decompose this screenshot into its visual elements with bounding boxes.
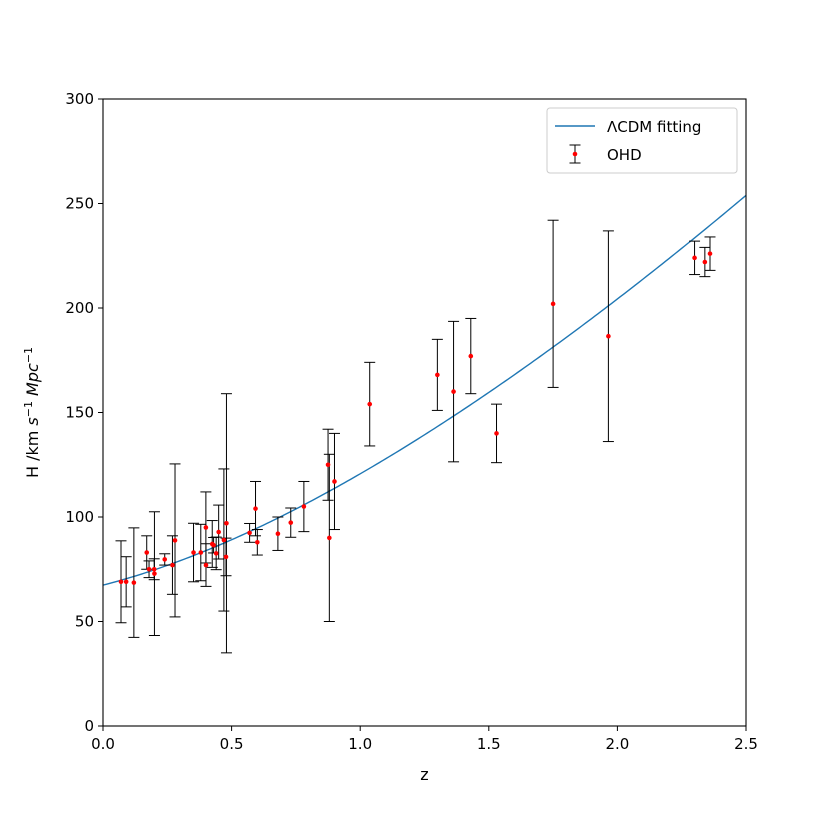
ohd-point [253, 506, 258, 511]
x-tick-label: 0.5 [220, 735, 244, 753]
legend: ΛCDM fitting OHD [546, 107, 738, 174]
errorbar-layer [115, 219, 716, 654]
ohd-point [707, 251, 713, 256]
ohd-point [151, 566, 157, 572]
ohd-point [216, 529, 221, 535]
y-axis-label: H /km s−1 Mpc−1 [22, 347, 42, 478]
fit-layer [102, 194, 747, 586]
ohd-point [224, 520, 229, 526]
ohd-point [170, 562, 175, 568]
ohd-point [221, 537, 227, 543]
ohd-point [255, 539, 260, 545]
ohd-point [198, 550, 204, 555]
ohd-point [146, 566, 152, 572]
y-label-prefix: H /km [23, 426, 42, 478]
ohd-point [144, 550, 150, 555]
ohd-point [367, 401, 373, 407]
ohd-point [606, 333, 611, 339]
x-tick-label: 1.5 [477, 735, 501, 753]
legend-ohd-point [572, 151, 578, 157]
legend-ohd-swatch [569, 144, 581, 164]
ohd-point [123, 579, 129, 585]
y-tick-label: 250 [65, 195, 94, 213]
ohd-point [211, 542, 216, 548]
ohd-point [702, 259, 708, 265]
x-tick-label: 0.0 [91, 735, 115, 753]
y-tick-label: 0 [84, 717, 94, 735]
legend-fit-label: ΛCDM fitting [607, 118, 701, 136]
ohd-point [152, 571, 157, 576]
x-axis-label: z [420, 765, 428, 784]
y-label-s: s [23, 417, 42, 425]
legend-ohd-label: OHD [607, 146, 642, 164]
fit-curve [102, 194, 747, 586]
y-label-mpc-exponent: −1 [22, 347, 35, 363]
ohd-point [162, 557, 168, 562]
ohd-point [494, 431, 499, 436]
ohd-point [327, 535, 332, 541]
ohd-point [325, 462, 331, 468]
y-tick-label: 300 [65, 90, 94, 108]
y-tick-label: 200 [65, 299, 94, 317]
y-tick-label: 50 [75, 613, 94, 631]
ohd-point [203, 525, 209, 530]
y-tick-label: 150 [65, 404, 94, 422]
ohd-point [131, 580, 137, 585]
ohd-point [435, 372, 440, 378]
tick-layer: 0.0 0.5 1.0 1.5 2.0 2.5 0 50 100 150 200 250 300 [65, 90, 758, 753]
plot-frame [102, 98, 747, 727]
ohd-point [247, 530, 252, 536]
ohd-point [451, 389, 456, 394]
x-tick-label: 1.0 [348, 735, 372, 753]
ohd-point [301, 504, 307, 509]
ohd-point [692, 255, 697, 261]
ohd-point [332, 479, 337, 484]
ohd-point [275, 531, 281, 537]
y-tick-label: 100 [65, 508, 94, 526]
ohd-point [468, 353, 474, 359]
ohd-point [118, 579, 124, 585]
ohd-point [550, 301, 556, 307]
x-tick-label: 2.5 [734, 735, 758, 753]
ohd-point [288, 520, 294, 525]
x-tick-label: 2.0 [605, 735, 629, 753]
ohd-point [172, 538, 178, 543]
legend-box [546, 107, 738, 174]
y-label-mpc: Mpc [23, 363, 42, 396]
ohd-point [191, 550, 196, 555]
ohd-point [213, 551, 219, 556]
y-label-s-exponent: −1 [22, 401, 35, 417]
ohd-point [223, 554, 229, 560]
ohd-point [203, 562, 209, 568]
point-layer [118, 251, 713, 585]
